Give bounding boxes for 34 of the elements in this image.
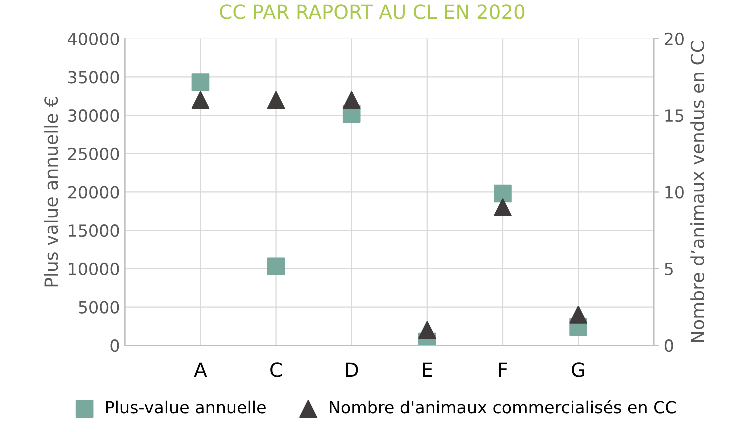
legend-label: Plus-value annuelle bbox=[106, 400, 266, 414]
legend-label: Nombre d'animaux commercialisés en CC bbox=[330, 400, 676, 414]
point bbox=[494, 198, 512, 216]
y-tick-label: 40000 bbox=[68, 32, 120, 46]
point bbox=[494, 184, 512, 203]
point bbox=[570, 306, 588, 324]
y2-tick-label: 5 bbox=[665, 263, 673, 276]
chart-title: CC PAR RAPORT AU CL EN 2020 bbox=[220, 4, 525, 20]
x-tick-label: F bbox=[499, 362, 508, 378]
y-tick-label: 0 bbox=[110, 340, 120, 352]
y2-tick-label: 15 bbox=[666, 110, 684, 122]
y2-tick-label: 10 bbox=[666, 186, 684, 199]
y2-tick-label: 0 bbox=[664, 340, 674, 352]
x-tick-label: A bbox=[194, 362, 208, 378]
y-tick-label: 20000 bbox=[68, 186, 120, 199]
point bbox=[192, 74, 210, 92]
point bbox=[267, 91, 286, 110]
point bbox=[267, 258, 286, 276]
y-tick-label: 35000 bbox=[68, 71, 120, 84]
y-tick-label: 5000 bbox=[79, 301, 120, 314]
y-axis-title: Plus value annuelle € bbox=[44, 97, 58, 287]
x-tick-label: E bbox=[423, 362, 432, 378]
point bbox=[342, 91, 361, 110]
y-tick-label: 15000 bbox=[69, 224, 120, 238]
y-tick-label: 25000 bbox=[68, 148, 120, 160]
x-tick-label: D bbox=[346, 362, 358, 378]
y2-axis-title: Nombre d’animaux vendus en CC bbox=[690, 41, 705, 342]
point bbox=[192, 91, 210, 110]
x-tick-label: C bbox=[270, 362, 282, 378]
y2-tick-label: 20 bbox=[665, 32, 684, 46]
y-tick-label: 10000 bbox=[69, 262, 120, 276]
point bbox=[418, 321, 436, 340]
y-tick-label: 30000 bbox=[68, 110, 120, 122]
x-tick-label: G bbox=[572, 362, 584, 378]
